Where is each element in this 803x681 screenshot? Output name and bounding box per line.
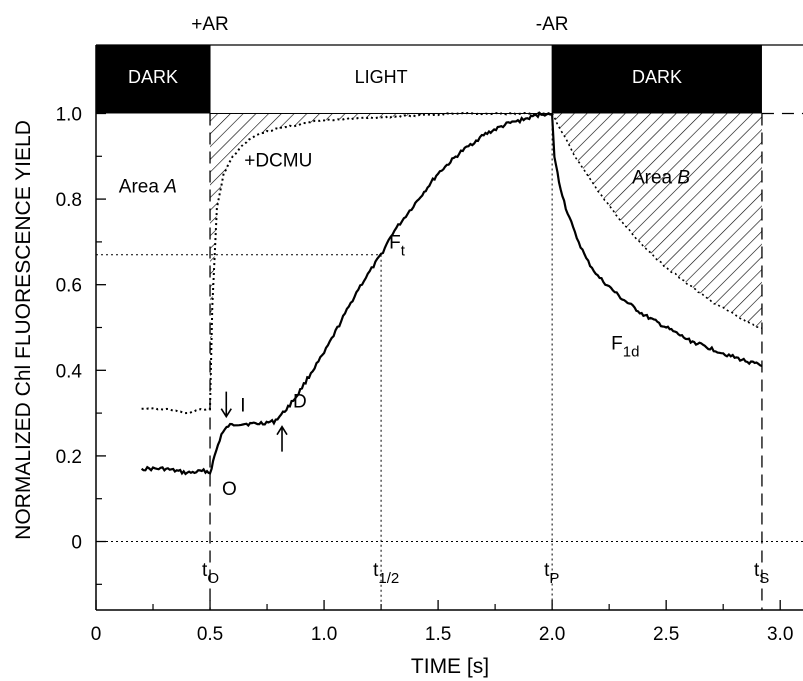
x-tick-label-6: 3.0 <box>767 624 793 645</box>
series-dcmu-dotted <box>141 111 553 415</box>
hatched-area-b <box>552 113 762 328</box>
hatched-area-a <box>210 113 553 409</box>
x-tick-label-2: 1.0 <box>311 624 337 645</box>
text-labels: +AR -AR O I D P Ft F1d Area A Area B +DCMU tO t1/2 tP… <box>119 14 769 587</box>
top-label-1: -AR <box>536 14 569 35</box>
x-axis-label: TIME [s] <box>411 655 489 678</box>
t-marker-label-1: t1/2 <box>373 560 399 587</box>
point-label-f1d: F1d <box>611 334 639 361</box>
reference-lines <box>96 112 803 610</box>
band-2 <box>552 45 762 114</box>
x-tick-label-3: 1.5 <box>425 624 451 645</box>
y-tick-label-0: 0 <box>71 533 82 554</box>
t-marker-label-2: tP <box>544 560 559 587</box>
arrow-i-icon <box>220 391 232 419</box>
band-labels: DARK LIGHT DARK <box>128 67 682 87</box>
light-bands <box>96 44 762 114</box>
annotation-1: Area B <box>632 168 690 189</box>
dcmu-label-bg <box>240 146 345 173</box>
band-label-1: LIGHT <box>355 67 408 87</box>
y-ticks: 0 0.2 0.4 0.6 0.8 1.0 <box>56 70 106 585</box>
y-axis-label: NORMALIZED Chl FLUORESCENCE YIELD <box>12 120 35 540</box>
t-marker-label-3: tS <box>754 560 769 587</box>
point-label-p: P <box>558 91 571 112</box>
series-decay-dotted <box>551 113 763 329</box>
y-tick-label-3: 0.6 <box>56 276 82 297</box>
y-tick-label-5: 1.0 <box>56 104 82 125</box>
point-label-i: I <box>240 396 245 417</box>
band-0 <box>96 45 211 114</box>
point-label-o: O <box>222 479 237 500</box>
annotation-0: Area A <box>119 176 177 197</box>
arrow-d-icon <box>276 425 288 452</box>
area-b-hatch <box>552 113 762 328</box>
x-tick-label-4: 2.0 <box>539 624 565 645</box>
y-tick-label-2: 0.4 <box>56 361 83 382</box>
series-solid-transient <box>140 111 763 476</box>
point-label-ft: Ft <box>389 233 406 260</box>
band-label-0: DARK <box>128 67 178 87</box>
x-ticks: 0 0.5 1.0 1.5 2.0 2.5 3.0 <box>91 600 793 645</box>
point-label-d: D <box>293 392 307 413</box>
annotation-2: +DCMU <box>244 151 312 172</box>
t-marker-label-0: tO <box>202 560 219 587</box>
top-label-0: +AR <box>191 14 229 35</box>
band-label-2: DARK <box>632 67 682 87</box>
x-tick-label-0: 0 <box>91 624 102 645</box>
x-tick-label-1: 0.5 <box>197 624 223 645</box>
area-a-hatch <box>210 113 553 409</box>
y-tick-label-4: 0.8 <box>56 190 82 211</box>
x-tick-label-5: 2.5 <box>653 624 679 645</box>
y-tick-label-1: 0.2 <box>56 447 82 468</box>
series-lines <box>140 111 763 476</box>
